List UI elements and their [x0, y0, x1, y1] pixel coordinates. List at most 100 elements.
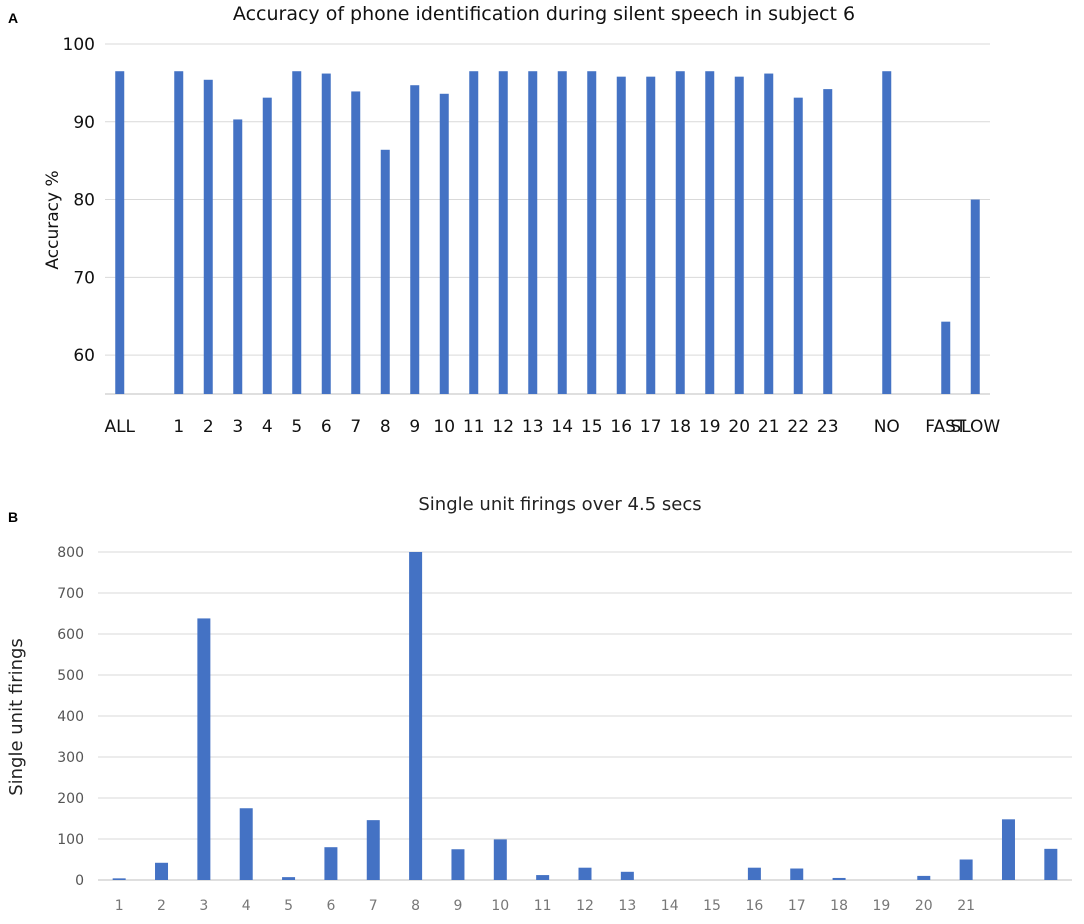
panel-a-bar: [823, 89, 833, 394]
panel-b-bar: [536, 875, 550, 880]
panel-b-bar: [917, 875, 931, 880]
panel-a-bar: [439, 93, 449, 395]
panel-a-x-tick-label: 21: [758, 417, 780, 437]
panel-a-x-tick-label: 22: [787, 417, 809, 437]
panel-a-x-tick-label: 6: [321, 417, 332, 437]
panel-b-y-tick-label: 800: [57, 545, 84, 561]
panel-b-x-tick-label: 6: [326, 898, 335, 914]
panel-a-y-tick-label: 60: [73, 346, 95, 366]
panel-b-x-tick-label: 10: [491, 898, 509, 914]
panel-a-bar: [970, 199, 980, 394]
panel-a-x-tick-label: 23: [817, 417, 839, 437]
panel-a-bar: [410, 85, 420, 394]
panel-b-bar: [578, 867, 592, 880]
panel-a-y-tick-label: 70: [73, 268, 95, 288]
panel-b-bar: [197, 618, 211, 880]
panel-b-x-tick-label: 4: [242, 898, 251, 914]
panel-b-bar: [747, 867, 761, 880]
panel-b-bar: [1044, 848, 1058, 880]
panel-b-y-tick-label: 700: [57, 586, 84, 602]
panel-a-bar: [675, 71, 685, 394]
panel-a-label: A: [8, 10, 18, 26]
panel-b-x-tick-label: 3: [199, 898, 208, 914]
panel-a-chart: A Accuracy of phone identification durin…: [8, 3, 1000, 437]
panel-b-x-tick-label: 16: [745, 898, 763, 914]
panel-b-y-tick-label: 600: [57, 627, 84, 643]
panel-b-bar: [155, 862, 169, 880]
panel-b-bar: [366, 820, 380, 880]
panel-b-y-tick-label: 100: [57, 832, 84, 848]
panel-a-bar: [941, 321, 951, 394]
panel-b-y-tick-label: 500: [57, 668, 84, 684]
panel-a-bar: [233, 119, 243, 394]
panel-a-x-tick-label: 14: [551, 417, 573, 437]
panel-b-bar: [451, 849, 465, 880]
panel-a-bar: [764, 73, 774, 395]
panel-b-bar: [959, 859, 973, 880]
panel-a-y-axis-label: Accuracy %: [43, 170, 63, 269]
panel-b-bar: [112, 878, 126, 880]
panel-a-y-tick-label: 80: [73, 191, 95, 211]
panel-b-bar: [620, 871, 634, 880]
panel-b-bar: [493, 839, 507, 880]
panel-a-x-ticks: ALL 1 2 3 4 5 6 7 8 9 10 11 12 13 14 15 16 17 18 19 20 21 22 23…: [104, 417, 1000, 437]
panel-a-x-tick-label: 7: [350, 417, 361, 437]
panel-a-bar: [351, 91, 361, 394]
panel-a-y-tick-label: 90: [73, 113, 95, 133]
panel-a-bar: [321, 73, 331, 395]
panel-b-label: B: [8, 509, 18, 525]
panel-a-x-tick-label: 2: [203, 417, 214, 437]
panel-b-x-ticks: 1 2 3 4 5 6 7 8 9 10 11 12 13 14 15 16 17 18 19 20 21: [115, 898, 975, 914]
panel-b-bar: [282, 877, 296, 880]
panel-a-gridlines: [105, 43, 990, 395]
panel-a-bar: [528, 71, 538, 394]
panel-a-x-tick-label: 20: [728, 417, 750, 437]
panel-a-x-tick-label: 18: [669, 417, 691, 437]
panel-a-bar: [734, 76, 744, 395]
panel-b-x-tick-label: 21: [957, 898, 975, 914]
panel-a-bar: [705, 71, 715, 394]
panel-a-x-tick-label: 1: [173, 417, 184, 437]
panel-b-x-tick-label: 12: [576, 898, 594, 914]
panel-b-y-tick-label: 0: [75, 873, 84, 889]
panel-a-bar: [262, 97, 272, 395]
panel-b-x-tick-label: 14: [661, 898, 679, 914]
panel-a-bar: [587, 71, 597, 394]
panel-b-bar: [832, 877, 846, 880]
panel-a-x-tick-label: 15: [581, 417, 603, 437]
panel-b-bars: [112, 552, 1058, 880]
panel-b-gridlines: [98, 551, 1072, 881]
panel-b-x-tick-label: 9: [453, 898, 462, 914]
panel-a-title: Accuracy of phone identification during …: [233, 3, 855, 25]
panel-b-y-ticks: 0 100 200 300 400 500 600 700 800: [57, 545, 84, 889]
panel-a-bar: [115, 71, 125, 394]
panel-a-x-tick-label: 12: [492, 417, 514, 437]
panel-b-y-tick-label: 400: [57, 709, 84, 725]
panel-b-x-tick-label: 1: [115, 898, 124, 914]
panel-b-chart: B Single unit firings over 4.5 secs Sing…: [6, 494, 1072, 914]
panel-b-x-tick-label: 7: [369, 898, 378, 914]
panel-b-bar: [1001, 819, 1015, 880]
panel-a-x-tick-label: 8: [380, 417, 391, 437]
panel-b-y-axis-label: Single unit firings: [6, 638, 27, 796]
panel-b-y-tick-label: 300: [57, 750, 84, 766]
panel-a-bars: [115, 71, 980, 395]
panel-b-bar: [239, 808, 253, 880]
panel-b-bar: [324, 847, 338, 880]
panel-b-x-tick-label: 11: [534, 898, 552, 914]
panel-a-y-tick-label: 100: [63, 35, 95, 55]
panel-a-bar: [292, 71, 302, 394]
panel-a-x-tick-label: FAST: [925, 417, 967, 437]
panel-a-bar: [469, 71, 479, 394]
panel-b-y-tick-label: 200: [57, 791, 84, 807]
panel-b-title: Single unit firings over 4.5 secs: [418, 494, 701, 515]
panel-a-x-tick-label: 19: [699, 417, 721, 437]
panel-a-x-tick-label: 10: [433, 417, 455, 437]
panel-a-x-tick-label: 17: [640, 417, 662, 437]
panel-a-bar: [882, 71, 892, 394]
panel-a-bar: [646, 76, 656, 395]
panel-a-x-tick-label: 11: [463, 417, 485, 437]
panel-a-bar: [616, 76, 626, 395]
panel-b-x-tick-label: 19: [873, 898, 891, 914]
